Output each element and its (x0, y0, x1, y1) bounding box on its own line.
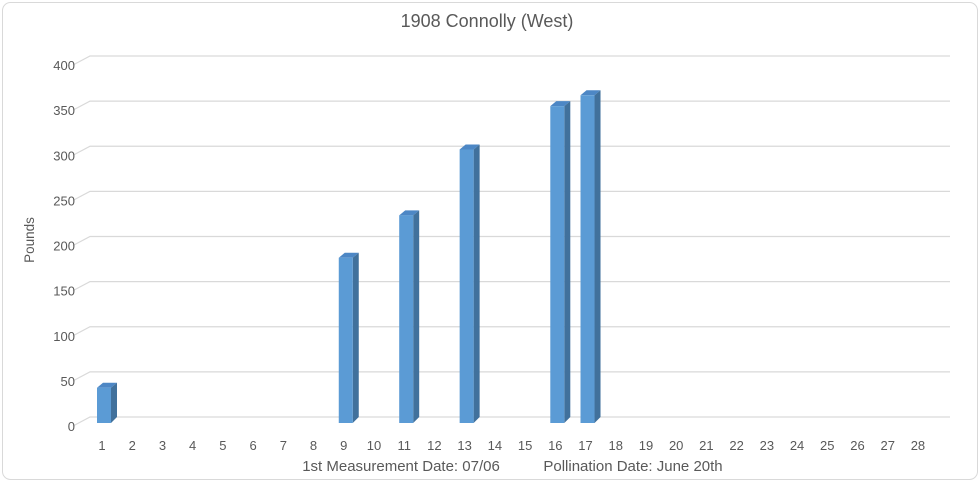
y-axis-title: Pounds (22, 217, 37, 263)
x-tick-label: 3 (159, 438, 166, 453)
y-axis-tick-labels: 400 350 300 250 200 150 100 50 0 (53, 58, 75, 434)
x-tick-label: 16 (548, 438, 562, 453)
x-tick-label: 7 (280, 438, 287, 453)
bar-side-face (413, 210, 420, 423)
y-tick-label: 0 (68, 419, 75, 434)
x-tick-label: 2 (129, 438, 136, 453)
x-tick-label: 28 (911, 438, 925, 453)
gridline (72, 145, 950, 156)
bar-front-face (459, 149, 474, 423)
chart-title: 1908 Connolly (West) (401, 11, 574, 31)
bar-front-face (550, 106, 565, 423)
x-tick-label: 21 (699, 438, 713, 453)
x-tick-label: 26 (850, 438, 864, 453)
x-tick-label: 20 (669, 438, 683, 453)
bar-side-face (111, 382, 117, 423)
gridline (72, 235, 950, 247)
gridline (72, 55, 950, 66)
bar-side-face (594, 90, 601, 424)
gridline (72, 281, 950, 292)
gridline (72, 416, 950, 427)
bar (459, 144, 480, 423)
x-tick-label: 23 (760, 438, 774, 453)
chart-border (2, 2, 978, 480)
gridlines-group (72, 55, 950, 427)
y-tick-label: 200 (53, 239, 75, 254)
x-tick-label: 22 (729, 438, 743, 453)
bar-front-face (580, 95, 595, 424)
x-tick-label: 19 (639, 438, 653, 453)
bar-top-face (97, 382, 117, 388)
y-tick-label: 250 (53, 193, 75, 208)
bar-front-face (338, 257, 353, 423)
bar-front-face (399, 215, 414, 423)
gridline (72, 100, 950, 111)
gridline (72, 371, 950, 382)
x-tick-label: 27 (880, 438, 894, 453)
bar-top-face (550, 101, 571, 107)
x-tick-label: 5 (219, 438, 226, 453)
bar (399, 210, 420, 423)
y-tick-label: 150 (53, 284, 75, 299)
bar-top-face (580, 90, 601, 96)
x-tick-label: 24 (790, 438, 804, 453)
gridline (72, 190, 950, 201)
x-axis-title-measurement-date: 1st Measurement Date: 07/06 (302, 458, 500, 475)
bar (550, 101, 571, 423)
bar-front-face (97, 387, 111, 423)
x-tick-label: 10 (367, 438, 381, 453)
bar-side-face (352, 252, 359, 423)
x-tick-label: 15 (518, 438, 532, 453)
bar-side-face (473, 144, 480, 423)
y-tick-label: 300 (53, 148, 75, 163)
y-tick-label: 350 (53, 103, 75, 118)
x-axis-tick-labels: 1 2 3 4 5 6 7 8 9 10 11 12 13 14 15 16 17 18 19 20 21 22 23 24 2… (98, 438, 925, 453)
x-tick-label: 8 (310, 438, 317, 453)
bar-top-face (399, 210, 420, 216)
x-tick-label: 11 (397, 438, 411, 453)
bar (97, 382, 117, 423)
x-tick-label: 13 (457, 438, 471, 453)
bar (580, 90, 601, 424)
y-tick-label: 400 (53, 58, 75, 73)
x-tick-label: 6 (249, 438, 256, 453)
x-tick-label: 14 (488, 438, 502, 453)
x-tick-label: 4 (189, 438, 196, 453)
x-tick-label: 25 (820, 438, 834, 453)
bar-top-face (459, 144, 480, 150)
gridline (72, 326, 950, 337)
bar (338, 252, 359, 423)
x-tick-label: 1 (98, 438, 105, 453)
x-tick-label: 9 (340, 438, 347, 453)
x-tick-label: 17 (578, 438, 592, 453)
bars-group (97, 90, 601, 424)
x-tick-label: 18 (609, 438, 623, 453)
bar-top-face (338, 252, 359, 258)
x-axis-title-pollination-date: Pollination Date: June 20th (543, 458, 722, 475)
y-tick-label: 100 (53, 329, 75, 344)
y-tick-label: 50 (61, 374, 75, 389)
bar-side-face (564, 101, 571, 423)
x-tick-label: 12 (427, 438, 441, 453)
